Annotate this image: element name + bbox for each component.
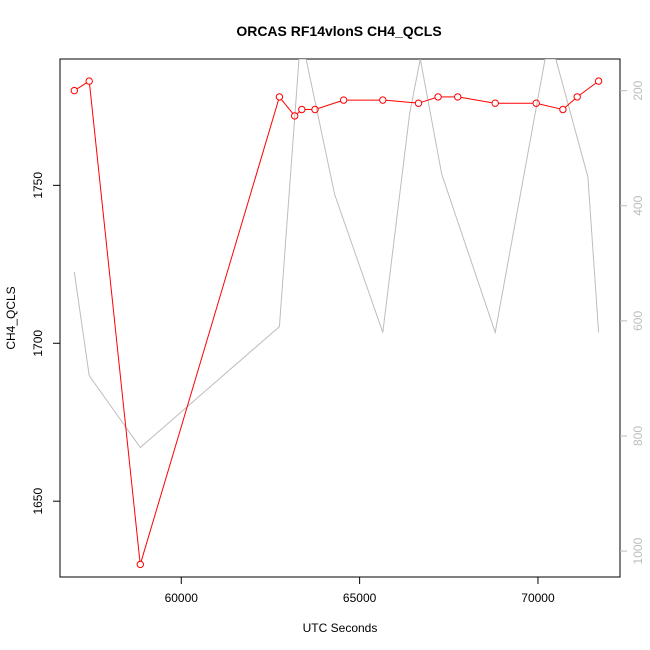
ch4-data-point: [594, 77, 603, 85]
y2-tick-label: 200: [631, 80, 645, 100]
ch4-series-segment: [385, 99, 416, 104]
y2-tick-label: 600: [631, 311, 645, 331]
y2-tick-label: 400: [631, 195, 645, 215]
x-tick-label: 70000: [521, 591, 555, 605]
ch4-series-segment: [89, 84, 141, 562]
x-tick-label: 60000: [165, 591, 199, 605]
ch4-data-point: [85, 77, 93, 85]
ch4-series-segment: [317, 100, 341, 109]
y-tick-label: 1650: [31, 488, 45, 515]
ch4-series-segment: [460, 96, 493, 104]
ch4-data-point: [136, 560, 145, 569]
ch4-data-point: [491, 99, 499, 107]
y2-tick-label: 1000: [631, 537, 645, 564]
ch4-data-point: [414, 99, 423, 107]
ch4-series-segment: [296, 111, 300, 115]
x-axis-label: UTC Seconds: [303, 621, 378, 635]
ch4-data-point: [298, 105, 306, 114]
y2-tick-label: 800: [631, 426, 645, 446]
ch4-data-point: [339, 96, 348, 104]
ch4-series-segment: [140, 99, 279, 562]
x-tick-label: 65000: [343, 591, 377, 605]
ch4-data-point: [275, 93, 284, 101]
ch4-data-point: [454, 93, 462, 101]
ch4-series-segment: [564, 98, 576, 108]
plot-frame: [59, 58, 621, 578]
ch4-data-point: [434, 93, 442, 101]
ch4-series-segment: [421, 97, 436, 103]
chart-title: ORCAS RF14vlonS CH4_QCLS: [236, 23, 441, 39]
ch4-data-point: [379, 96, 387, 104]
ch4-series-segment: [579, 82, 597, 96]
ch4-series-segment: [76, 82, 87, 90]
ch4-data-point: [291, 112, 299, 120]
ch4-data-point: [311, 105, 319, 114]
ch4-series-segment: [281, 99, 294, 114]
y-axis-label: CH4_QCLS: [4, 286, 18, 349]
ch4-data-point: [70, 86, 79, 95]
ch4-data-point: [532, 99, 540, 107]
ch4-data-point: [573, 93, 581, 101]
axes-group: 60000 65000 70000 1650 1700 1750 200 400 600 800 1…: [31, 80, 645, 605]
y-tick-label: 1700: [31, 330, 45, 357]
altitude-series-line: [73, 59, 600, 449]
ch4-series-segment: [539, 103, 560, 110]
y-tick-label: 1750: [31, 172, 45, 199]
ch4-data-point: [559, 105, 567, 114]
series-group: [70, 59, 603, 569]
